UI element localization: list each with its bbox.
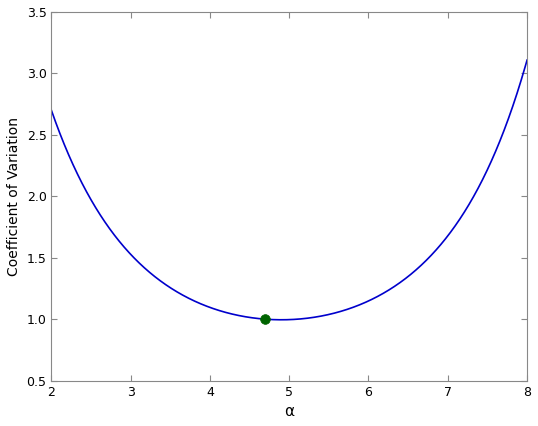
X-axis label: α: α (284, 404, 294, 419)
Y-axis label: Coefficient of Variation: Coefficient of Variation (7, 117, 21, 276)
